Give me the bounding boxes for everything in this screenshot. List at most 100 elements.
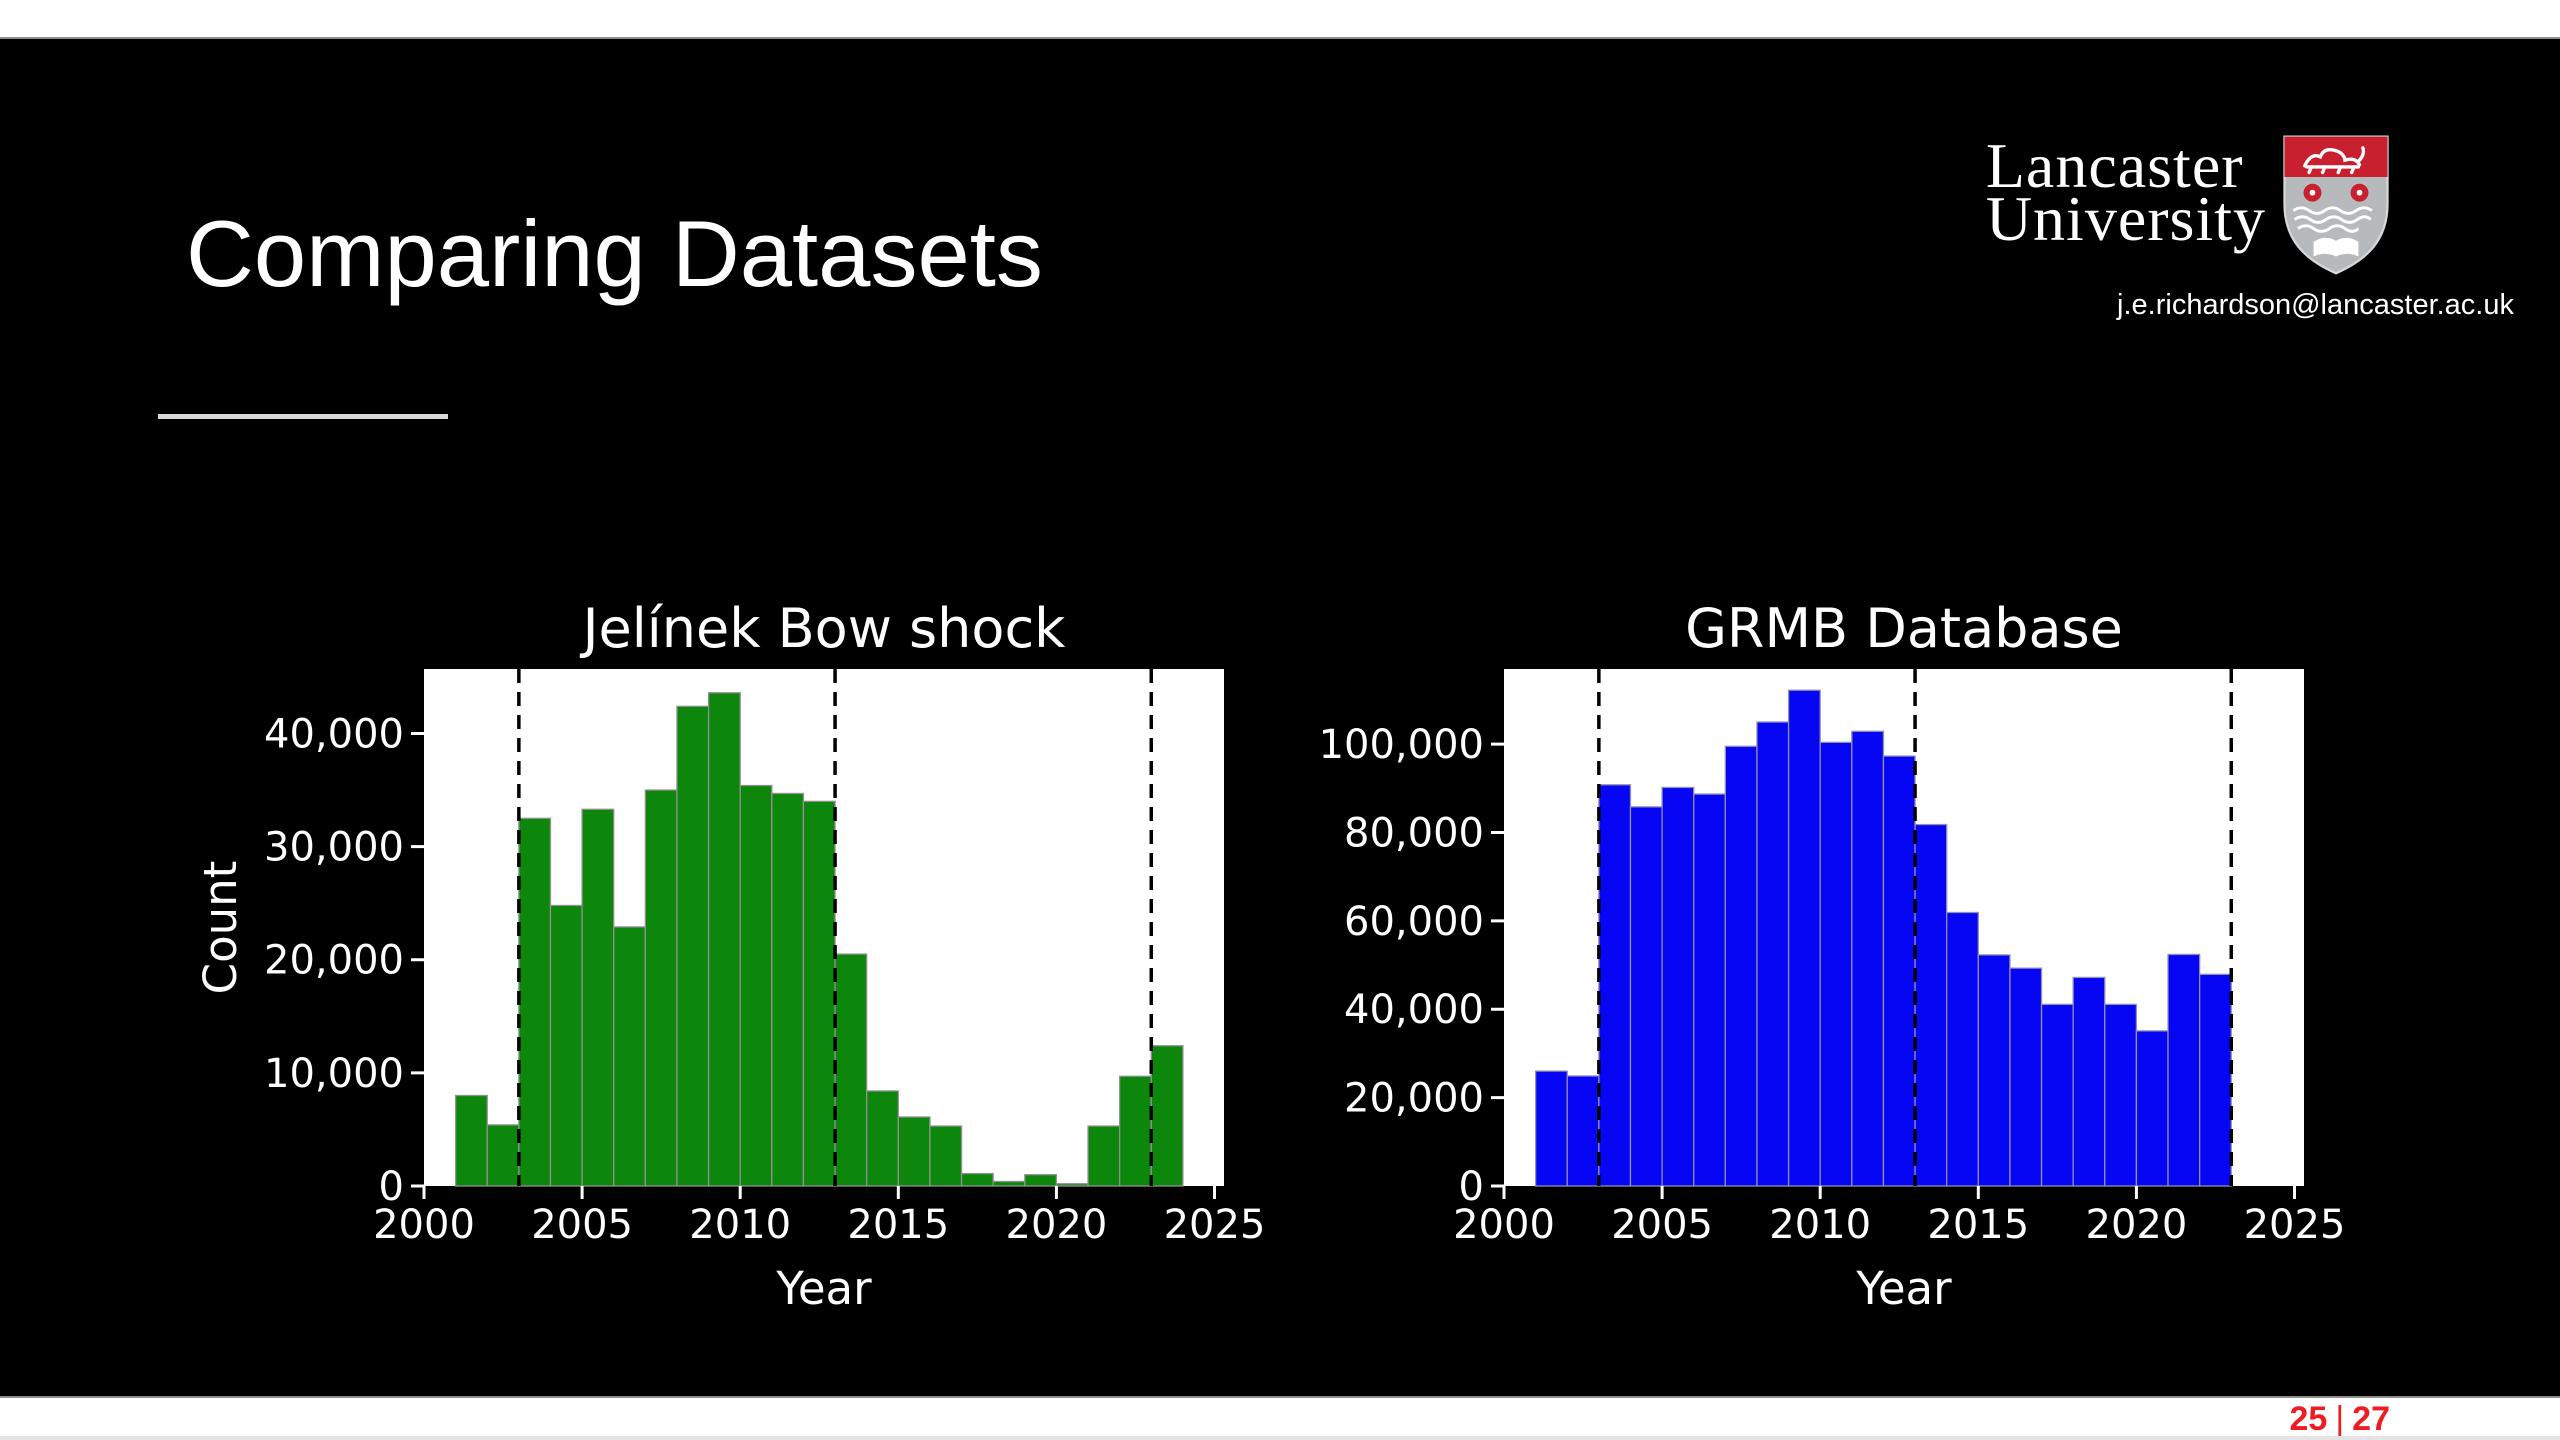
bar <box>549 904 583 1187</box>
bar <box>2135 1030 2169 1187</box>
bar <box>613 926 646 1187</box>
x-axis: 2000 2005 2010 2015 2020 2025 <box>1453 1186 2345 1248</box>
bar <box>960 1172 994 1187</box>
title-divider <box>158 414 448 419</box>
y-tick-label: 10,000 <box>264 1051 404 1097</box>
bar <box>1087 1125 1121 1187</box>
bar <box>1787 689 1821 1187</box>
bar <box>771 792 805 1187</box>
bar <box>1819 741 1853 1187</box>
lancaster-shield-icon <box>2283 135 2389 275</box>
x-tick-label: 2010 <box>1769 1202 1871 1248</box>
x-tick-label: 2010 <box>689 1202 791 1248</box>
bar <box>581 808 615 1187</box>
x-tick-label: 2015 <box>847 1202 949 1248</box>
bar <box>1534 1070 1568 1187</box>
contact-email: j.e.richardson@lancaster.ac.uk <box>2117 289 2514 321</box>
jelinek-bow-shock-chart: 2000 2005 2010 2015 2020 2025 0 10,000 20,000 30,… <box>194 597 1265 1315</box>
logo-wordmark-line1: Lancaster <box>1985 130 2244 201</box>
y-tick-label: 20,000 <box>1344 1076 1484 1122</box>
bar <box>802 800 836 1187</box>
y-tick-label: 100,000 <box>1319 722 1484 768</box>
bar <box>1977 954 2011 1187</box>
bar <box>1724 745 1758 1187</box>
grmb-database-chart: 2000 2005 2010 2015 2020 2025 0 20,000 40,000 60,… <box>1319 597 2346 1315</box>
bar <box>2040 1003 2074 1187</box>
x-tick-label: 2025 <box>2244 1202 2346 1248</box>
bar <box>486 1124 520 1187</box>
x-tick-label: 2025 <box>1164 1202 1266 1248</box>
y-axis: 0 10,000 20,000 30,000 40,000 <box>264 711 424 1210</box>
x-tick-label: 2020 <box>2086 1202 2188 1248</box>
dashed-vlines <box>517 669 1154 1186</box>
bar <box>707 692 741 1187</box>
bar <box>1629 806 1663 1187</box>
bar <box>518 817 552 1187</box>
y-tick-label: 80,000 <box>1344 810 1484 856</box>
bar <box>866 1090 899 1187</box>
page-indicator: 25 | 27 <box>2290 1400 2391 1439</box>
bar <box>929 1125 963 1187</box>
x-tick-label: 2000 <box>373 1202 475 1248</box>
bar <box>2199 973 2232 1187</box>
bar <box>739 784 773 1187</box>
chart-title: Jelínek Bow shock <box>580 597 1067 660</box>
y-tick-label: 0 <box>379 1164 404 1210</box>
bar <box>1914 823 1948 1187</box>
page-total: 27 <box>2352 1400 2390 1438</box>
y-tick-label: 40,000 <box>264 711 404 757</box>
bar <box>1946 911 1979 1187</box>
bar <box>2009 967 2043 1187</box>
logo-wordmark: Lancaster University <box>1985 130 2266 254</box>
slide-title: Comparing Datasets <box>186 201 1043 306</box>
book-icon <box>2313 237 2359 257</box>
y-tick-label: 60,000 <box>1344 899 1484 945</box>
x-axis: 2000 2005 2010 2015 2020 2025 <box>373 1186 1265 1248</box>
x-tick-label: 2000 <box>1453 1202 1555 1248</box>
page-current: 25 <box>2289 1400 2328 1438</box>
logo-wordmark-line2: University <box>1985 183 2266 254</box>
bar <box>1024 1174 1058 1187</box>
waves <box>2292 206 2373 233</box>
bar <box>2072 976 2106 1187</box>
bar <box>1119 1075 1152 1187</box>
bar <box>1661 786 1695 1187</box>
bar <box>2104 1003 2138 1187</box>
footer-bottom-line <box>0 1436 2560 1440</box>
bar <box>834 953 868 1187</box>
rose-icon-right <box>2350 183 2369 202</box>
chart-title: GRMB Database <box>1685 597 2123 660</box>
bar <box>1851 730 1885 1187</box>
dashed-vlines <box>1597 669 2234 1186</box>
x-tick-label: 2015 <box>1927 1202 2029 1248</box>
y-tick-label: 30,000 <box>264 825 404 871</box>
bar <box>1055 1183 1089 1187</box>
bar <box>1150 1045 1184 1187</box>
bar <box>454 1094 488 1187</box>
histogram-bars <box>454 692 1184 1187</box>
y-tick-label: 40,000 <box>1344 987 1484 1033</box>
bar <box>1882 755 1916 1187</box>
bar <box>1693 793 1726 1187</box>
bar <box>1598 784 1632 1187</box>
x-tick-label: 2020 <box>1006 1202 1108 1248</box>
x-tick-label: 2005 <box>1611 1202 1713 1248</box>
bar <box>644 789 678 1187</box>
lancaster-logo: Lancaster University <box>1986 131 2392 279</box>
bar <box>676 705 710 1187</box>
x-tick-label: 2005 <box>531 1202 633 1248</box>
rose-icon-left <box>2303 183 2322 202</box>
slide: Comparing Datasets Lancaster University <box>0 37 2560 1398</box>
y-axis-label: Count <box>194 861 247 995</box>
y-tick-label: 20,000 <box>264 938 404 984</box>
page-separator: | <box>2335 1400 2345 1438</box>
x-axis-label: Year <box>1855 1262 1952 1315</box>
bar <box>2167 953 2201 1187</box>
bar <box>1756 721 1790 1187</box>
shield-chief <box>2284 136 2388 177</box>
bar <box>1566 1075 1600 1187</box>
bar <box>897 1116 931 1187</box>
x-axis-label: Year <box>775 1262 872 1315</box>
lion-icon <box>2302 146 2366 175</box>
